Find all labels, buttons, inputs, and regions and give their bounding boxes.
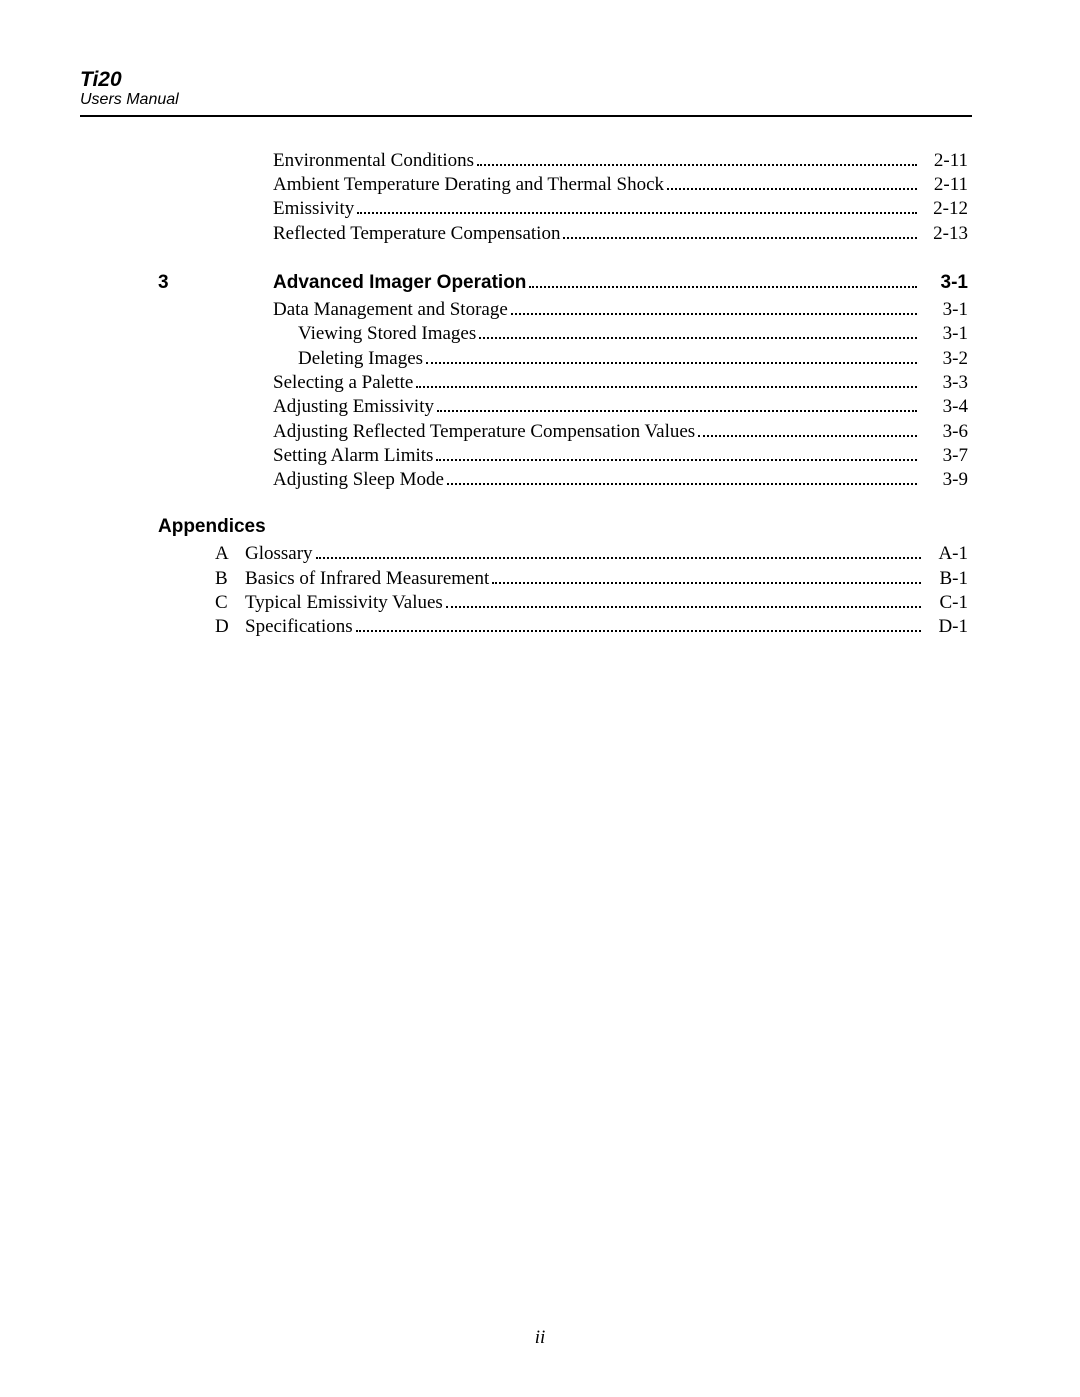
toc-leader-dots bbox=[563, 237, 917, 239]
appendix-letter: D bbox=[215, 615, 245, 639]
toc-leader-dots bbox=[529, 286, 917, 288]
appendix-label: Basics of Infrared Measurement bbox=[245, 567, 489, 591]
toc-entry-label: Data Management and Storage bbox=[273, 298, 508, 322]
toc-entry-label: Adjusting Emissivity bbox=[273, 395, 434, 419]
toc-leader-dots bbox=[426, 362, 917, 364]
toc-entry-page: 2-11 bbox=[920, 149, 968, 173]
toc-entry-page: 3-7 bbox=[920, 444, 968, 468]
appendices-heading: Appendices bbox=[158, 516, 968, 538]
appendix-entry: CTypical Emissivity Values C-1 bbox=[215, 591, 968, 615]
toc-entry-label: Adjusting Reflected Temperature Compensa… bbox=[273, 420, 695, 444]
header-subtitle: Users Manual bbox=[80, 91, 972, 109]
appendix-label: Typical Emissivity Values bbox=[245, 591, 443, 615]
toc-entry-page: 2-11 bbox=[920, 173, 968, 197]
toc-leader-dots bbox=[477, 164, 917, 166]
toc-entry: Adjusting Reflected Temperature Compensa… bbox=[273, 420, 968, 444]
appendix-page: B-1 bbox=[924, 567, 968, 591]
toc-entry-page: 2-13 bbox=[920, 222, 968, 246]
toc-entry: Viewing Stored Images 3-1 bbox=[298, 322, 968, 346]
toc-leader-dots bbox=[316, 557, 921, 559]
toc-entry: Adjusting Sleep Mode 3-9 bbox=[273, 468, 968, 492]
toc-leader-dots bbox=[511, 313, 917, 315]
toc-leader-dots bbox=[356, 630, 921, 632]
toc-entry-page: 3-6 bbox=[920, 420, 968, 444]
toc-entry: Ambient Temperature Derating and Thermal… bbox=[273, 173, 968, 197]
toc-leader-dots bbox=[698, 435, 917, 437]
appendix-page: A-1 bbox=[924, 542, 968, 566]
toc-entry-label: Viewing Stored Images bbox=[298, 322, 476, 346]
toc-content: Environmental Conditions 2-11 Ambient Temp… bbox=[215, 149, 968, 640]
appendix-entry: AGlossary A-1 bbox=[215, 542, 968, 566]
toc-entry-label: Setting Alarm Limits bbox=[273, 444, 433, 468]
toc-entry-label: Emissivity bbox=[273, 197, 354, 221]
appendix-letter: A bbox=[215, 542, 245, 566]
toc-entry: Environmental Conditions 2-11 bbox=[273, 149, 968, 173]
toc-entry-label: Environmental Conditions bbox=[273, 149, 474, 173]
toc-entry: Data Management and Storage 3-1 bbox=[273, 298, 968, 322]
page-header: Ti20 Users Manual bbox=[80, 68, 972, 117]
toc-leader-dots bbox=[436, 459, 917, 461]
appendix-label: Glossary bbox=[245, 542, 313, 566]
toc-entry: Setting Alarm Limits 3-7 bbox=[273, 444, 968, 468]
header-title: Ti20 bbox=[80, 68, 972, 91]
toc-entry-page: 3-3 bbox=[920, 371, 968, 395]
toc-group-top: Environmental Conditions 2-11 Ambient Temp… bbox=[215, 149, 968, 246]
toc-entry: Deleting Images 3-2 bbox=[298, 347, 968, 371]
toc-leader-dots bbox=[446, 606, 921, 608]
appendix-page: C-1 bbox=[924, 591, 968, 615]
chapter-title: Advanced Imager Operation bbox=[273, 272, 526, 294]
toc-leader-dots bbox=[492, 582, 921, 584]
toc-entry-page: 3-1 bbox=[920, 322, 968, 346]
appendix-letter: C bbox=[215, 591, 245, 615]
toc-group-ch3: Data Management and Storage3-1Viewing St… bbox=[215, 298, 968, 493]
appendix-page: D-1 bbox=[924, 615, 968, 639]
toc-entry: Selecting a Palette 3-3 bbox=[273, 371, 968, 395]
toc-leader-dots bbox=[447, 483, 917, 485]
toc-entry-page: 3-9 bbox=[920, 468, 968, 492]
toc-entry-label: Deleting Images bbox=[298, 347, 423, 371]
chapter-3-row: 3 Advanced Imager Operation 3-1 bbox=[158, 272, 968, 294]
chapter-page: 3-1 bbox=[920, 272, 968, 294]
appendix-letter: B bbox=[215, 567, 245, 591]
appendices-group: AGlossaryA-1BBasics of Infrared Measurem… bbox=[215, 542, 968, 639]
toc-entry: Adjusting Emissivity 3-4 bbox=[273, 395, 968, 419]
toc-entry-page: 3-1 bbox=[920, 298, 968, 322]
toc-leader-dots bbox=[479, 337, 917, 339]
toc-leader-dots bbox=[416, 386, 917, 388]
toc-entry-label: Adjusting Sleep Mode bbox=[273, 468, 444, 492]
chapter-number: 3 bbox=[158, 272, 273, 294]
toc-leader-dots bbox=[357, 212, 917, 214]
toc-entry: Reflected Temperature Compensation 2-13 bbox=[273, 222, 968, 246]
toc-entry-label: Reflected Temperature Compensation bbox=[273, 222, 560, 246]
toc-entry-label: Ambient Temperature Derating and Thermal… bbox=[273, 173, 664, 197]
toc-entry-label: Selecting a Palette bbox=[273, 371, 413, 395]
toc-entry: Emissivity 2-12 bbox=[273, 197, 968, 221]
appendix-entry: BBasics of Infrared Measurement B-1 bbox=[215, 567, 968, 591]
toc-entry-page: 3-2 bbox=[920, 347, 968, 371]
page-number: ii bbox=[0, 1327, 1080, 1349]
toc-leader-dots bbox=[437, 410, 917, 412]
appendix-label: Specifications bbox=[245, 615, 353, 639]
toc-entry-page: 2-12 bbox=[920, 197, 968, 221]
toc-leader-dots bbox=[667, 188, 917, 190]
toc-entry-page: 3-4 bbox=[920, 395, 968, 419]
appendix-entry: DSpecifications D-1 bbox=[215, 615, 968, 639]
